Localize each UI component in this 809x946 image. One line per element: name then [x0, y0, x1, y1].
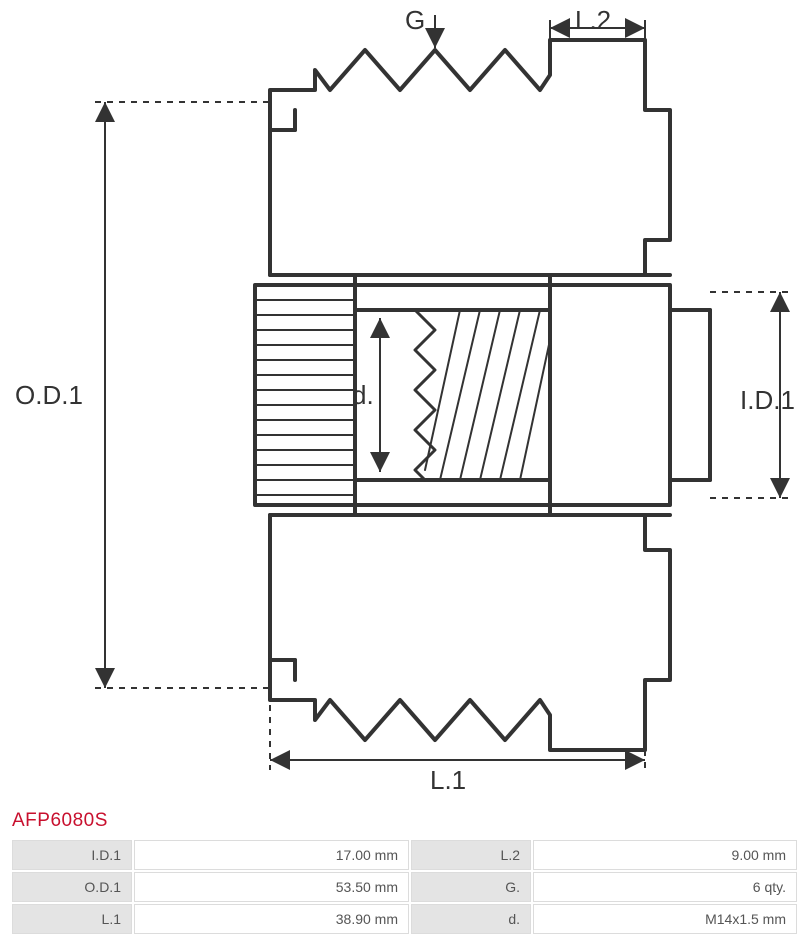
spec-label: G.	[411, 872, 531, 902]
spec-label: d.	[411, 904, 531, 934]
spec-value: 17.00 mm	[134, 840, 409, 870]
spec-value: M14x1.5 mm	[533, 904, 797, 934]
spec-table: I.D.1 17.00 mm L.2 9.00 mm O.D.1 53.50 m…	[10, 838, 799, 936]
table-row: I.D.1 17.00 mm L.2 9.00 mm	[12, 840, 797, 870]
spec-value: 6 qty.	[533, 872, 797, 902]
label-l2: L.2	[575, 5, 611, 36]
label-id1: I.D.1	[740, 385, 795, 416]
technical-drawing: O.D.1 I.D.1 L.1 L.2 G d.	[10, 10, 799, 790]
spec-label: L.1	[12, 904, 132, 934]
spec-value: 9.00 mm	[533, 840, 797, 870]
spec-value: 53.50 mm	[134, 872, 409, 902]
spec-label: L.2	[411, 840, 531, 870]
label-l1: L.1	[430, 765, 466, 796]
label-d: d.	[352, 380, 374, 411]
table-row: L.1 38.90 mm d. M14x1.5 mm	[12, 904, 797, 934]
spec-label: O.D.1	[12, 872, 132, 902]
label-g: G	[405, 5, 425, 36]
spec-value: 38.90 mm	[134, 904, 409, 934]
spec-label: I.D.1	[12, 840, 132, 870]
part-number: AFP6080S	[12, 810, 108, 832]
label-od1: O.D.1	[15, 380, 83, 411]
table-row: O.D.1 53.50 mm G. 6 qty.	[12, 872, 797, 902]
